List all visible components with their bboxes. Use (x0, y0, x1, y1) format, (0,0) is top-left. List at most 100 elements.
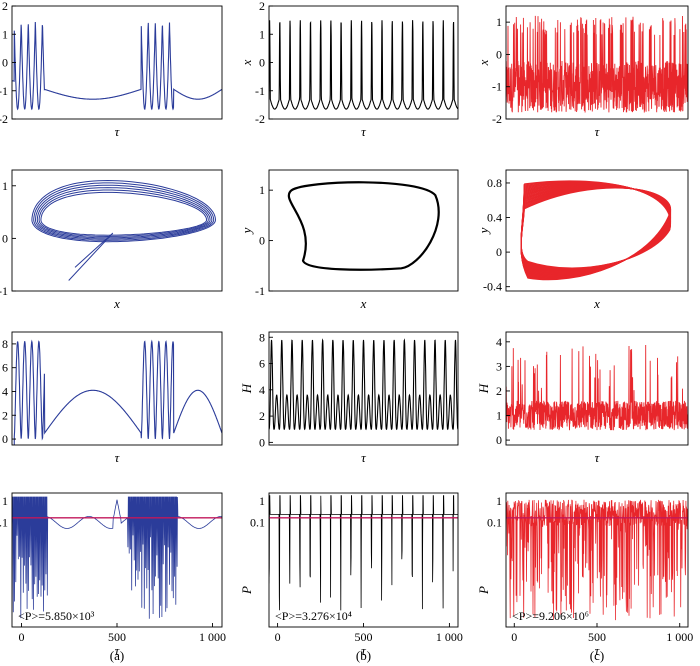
y-tick-label: 2 (259, 409, 265, 423)
y-tick-label: 1 (496, 409, 502, 423)
axes-frame (11, 331, 223, 446)
y-tick-label: -2 (0, 112, 8, 126)
attractor-strand-25 (520, 180, 671, 269)
y-tick-label: 0 (2, 56, 8, 70)
y-tick-label: 6 (2, 361, 8, 375)
y-tick-label: 8 (2, 337, 8, 351)
orbit-4 (38, 189, 209, 238)
trace-b-H (269, 338, 458, 431)
mean-power-annotation: <P>=9.206×10⁶ (512, 609, 589, 623)
y-tick-label: 2 (2, 0, 8, 13)
limit-cycle (287, 181, 440, 271)
y-tick-label: -1 (492, 80, 502, 94)
orbit-5 (40, 191, 207, 236)
series-line (269, 20, 458, 110)
series-line (12, 21, 222, 111)
panel-c-P: <P>=9.206×10⁶ 0.1 1 0 500 1 000 τ P (476, 492, 693, 658)
y-tick-label: 4 (496, 335, 502, 349)
y-axis-label: H (476, 383, 491, 394)
trace-a-P (12, 496, 222, 619)
x-axis-label: τ (361, 124, 367, 139)
x-tick-label: 500 (108, 630, 126, 644)
y-tick-label: 1 (496, 15, 502, 29)
series-line (12, 496, 222, 619)
x-axis-label: τ (595, 124, 601, 139)
y-axis-label: P (239, 586, 254, 595)
x-axis-label: τ (115, 643, 121, 658)
y-tick-label: -1 (0, 284, 8, 298)
x-axis-label: τ (115, 124, 121, 139)
y-axis-label: H (239, 383, 254, 394)
column-caption-0: (a) (110, 648, 124, 663)
axes-frame (505, 331, 689, 446)
y-tick-label: 3 (496, 359, 502, 373)
mean-power-annotation: <P>=3.276×10⁴ (275, 609, 352, 623)
y-tick-label: 1 (496, 494, 502, 508)
x-axis-label: x (113, 296, 120, 311)
x-axis-label: τ (595, 643, 601, 658)
mean-power-annotation: <P>=5.850×10³ (18, 609, 95, 623)
y-tick-label: 0 (496, 245, 502, 259)
series-line (269, 338, 458, 431)
orbit-2 (34, 184, 213, 240)
y-tick-label: 4 (2, 384, 8, 398)
axes-frame (268, 331, 459, 446)
x-axis-label: τ (361, 450, 367, 465)
axes-frame (505, 169, 689, 292)
trace-c-yx (520, 180, 671, 281)
panel-b-P: <P>=3.276×10⁴ 0.1 1 0 500 1 000 τ P (239, 492, 463, 658)
y-tick-label: 2 (2, 408, 8, 422)
transient (68, 232, 114, 281)
orbit-1 (33, 182, 215, 241)
y-tick-label: 2 (496, 384, 502, 398)
y-tick-label: 1 (259, 27, 265, 41)
y-tick-label: 0.1 (0, 515, 8, 529)
x-axis-label: x (360, 296, 367, 311)
panel-c-yx: -0.4 0 0.4 0.8 x y (476, 169, 689, 311)
y-tick-label: 4 (259, 383, 265, 397)
x-axis-label: x (593, 296, 600, 311)
series-line (506, 499, 688, 621)
y-tick-label: -1 (255, 84, 265, 98)
series-line (506, 15, 688, 113)
axes-frame (268, 492, 459, 628)
y-tick-label: 0 (496, 433, 502, 447)
y-tick-label: -0.4 (483, 280, 502, 294)
x-tick-label: 1 000 (199, 630, 226, 644)
y-tick-label: 0 (496, 47, 502, 61)
y-tick-label: -2 (492, 112, 502, 126)
y-tick-label: 0.1 (487, 515, 502, 529)
orbit-3 (36, 187, 211, 239)
y-tick-label: -1 (0, 84, 8, 98)
panel-b-H: 0 2 4 6 8 τ H (239, 330, 459, 465)
panel-b-yx: -1 0 1 x y (239, 169, 459, 311)
x-tick-label: 1 000 (666, 630, 693, 644)
y-axis-label: y (239, 227, 254, 235)
x-tick-label: 1 000 (436, 630, 463, 644)
orbit-0 (31, 179, 216, 243)
trace-a-H (13, 339, 222, 445)
series-line (13, 339, 222, 445)
trace-a-yx (31, 179, 216, 281)
y-axis-label: x (476, 59, 491, 66)
x-tick-label: 0 (511, 630, 517, 644)
y-tick-label: 8 (259, 330, 265, 344)
trace-c-H (506, 344, 688, 431)
trace-b-P (269, 495, 458, 611)
y-axis-label: P (476, 586, 491, 595)
y-axis-label: x (239, 59, 254, 66)
trace-b-x (269, 20, 458, 110)
x-tick-label: 0 (19, 630, 25, 644)
y-tick-label: 0 (2, 231, 8, 245)
column-caption-1: (b) (356, 648, 371, 663)
x-tick-label: 500 (588, 630, 606, 644)
x-axis-label: τ (361, 643, 367, 658)
y-axis-label: y (476, 227, 491, 235)
y-tick-label: 0 (259, 56, 265, 70)
panel-b-x: -2 -1 0 1 2 τ x (239, 0, 459, 139)
